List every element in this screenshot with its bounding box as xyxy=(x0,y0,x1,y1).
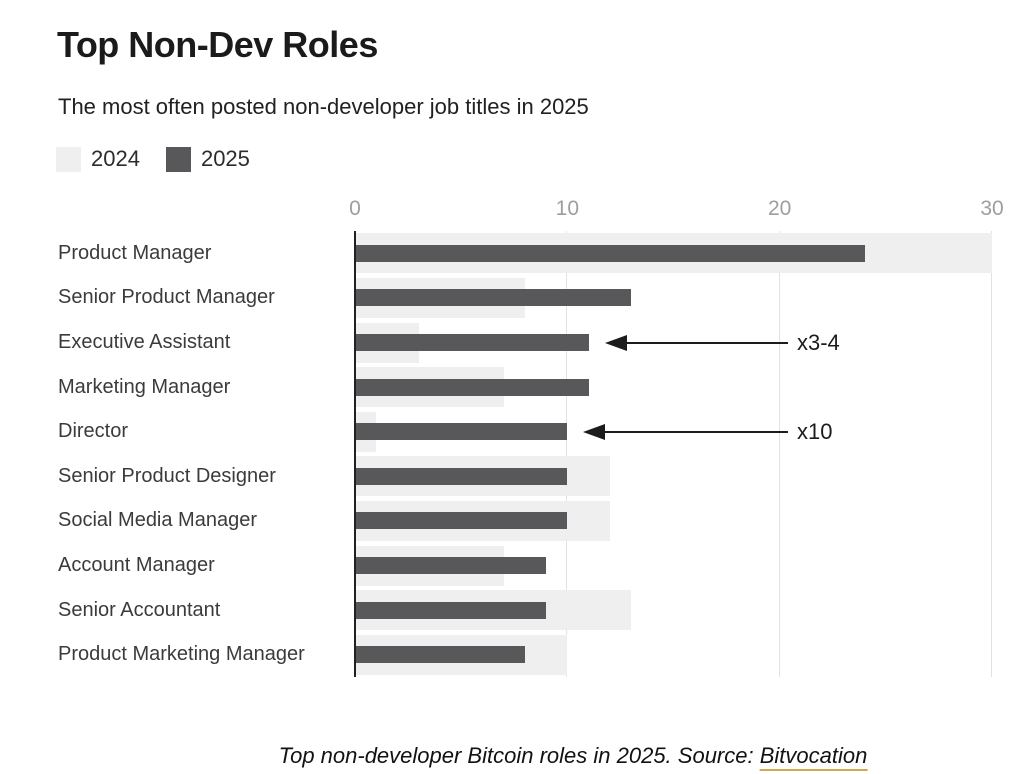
arrow-head-icon xyxy=(604,334,627,351)
bar-2025 xyxy=(355,334,589,351)
bar-2025 xyxy=(355,378,589,396)
row-label: Product Manager xyxy=(58,241,212,264)
source-link[interactable]: Bitvocation xyxy=(759,743,868,771)
chart-title: Top Non-Dev Roles xyxy=(57,24,378,65)
legend-item-2024: 2024 xyxy=(56,146,140,172)
annotation-arrow xyxy=(624,341,788,344)
arrow-head-icon xyxy=(583,423,606,440)
row-label: Social Media Manager xyxy=(58,509,257,532)
y-axis-line xyxy=(354,231,356,677)
legend-item-2025: 2025 xyxy=(165,146,250,172)
annotation-arrow xyxy=(603,430,788,433)
caption-text: Top non-developer Bitcoin roles in 2025.… xyxy=(278,743,760,768)
bar-2025 xyxy=(355,557,547,574)
bar-2025 xyxy=(355,244,865,262)
legend-swatch-2024 xyxy=(56,146,81,172)
row-label: Product Marketing Manager xyxy=(58,643,305,666)
row-label: Senior Accountant xyxy=(58,598,221,621)
x-axis-tick-label: 0 xyxy=(349,197,361,220)
gridline xyxy=(566,231,568,677)
bar-2025 xyxy=(355,646,525,664)
annotation-label: x10 xyxy=(797,418,833,444)
row-label: Senior Product Designer xyxy=(58,464,276,487)
row-label: Marketing Manager xyxy=(58,375,231,398)
legend: 2024 2025 xyxy=(56,146,250,172)
bar-2025 xyxy=(355,467,568,485)
plot-area xyxy=(354,231,992,677)
x-axis-tick-label: 20 xyxy=(767,197,792,220)
legend-swatch-2025 xyxy=(165,146,191,172)
legend-label: 2025 xyxy=(200,146,250,171)
row-label: Account Manager xyxy=(58,553,215,576)
row-label: Senior Product Manager xyxy=(58,286,275,309)
x-axis-tick-label: 10 xyxy=(555,197,580,220)
bar-2025 xyxy=(355,601,547,619)
row-label: Director xyxy=(58,420,129,443)
gridline xyxy=(778,231,780,677)
row-label: Executive Assistant xyxy=(58,330,231,353)
x-axis-tick-label: 30 xyxy=(980,197,1004,220)
annotation-label: x3-4 xyxy=(797,329,840,355)
gridline xyxy=(991,231,992,677)
bar-2025 xyxy=(355,512,568,530)
bar-2025 xyxy=(355,423,568,441)
legend-label: 2024 xyxy=(91,146,140,171)
bar-2025 xyxy=(355,289,632,307)
chart-subtitle: The most often posted non-developer job … xyxy=(58,94,589,119)
caption: Top non-developer Bitcoin roles in 2025.… xyxy=(278,743,868,771)
